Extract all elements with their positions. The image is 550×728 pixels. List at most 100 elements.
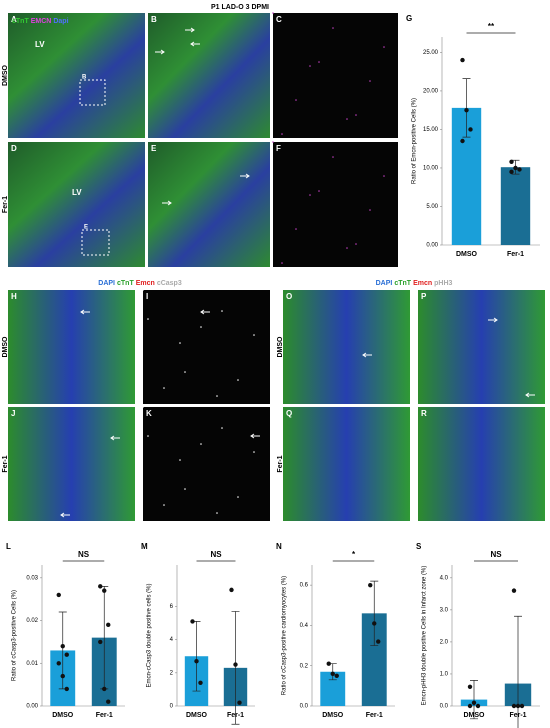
signal-spot	[309, 194, 311, 196]
figure-title: P1 LAD-O 3 DPMI	[211, 4, 269, 11]
signal-spot	[184, 371, 186, 373]
data-point	[237, 700, 242, 705]
stain-name: cTnT	[12, 18, 29, 25]
data-point	[467, 684, 473, 689]
row-label: DMSO	[277, 336, 284, 358]
x-tick-label: Fer-1	[509, 712, 526, 719]
y-tick-label: 0.00	[426, 243, 438, 249]
significance-label: NS	[210, 550, 222, 559]
signal-spot	[369, 209, 371, 211]
signal-spot	[355, 243, 357, 245]
micrograph	[418, 290, 545, 404]
inset-box	[81, 229, 110, 256]
signal-spot	[200, 443, 202, 445]
data-point	[471, 700, 477, 705]
signal-spot	[281, 133, 283, 135]
significance-label: NS	[78, 550, 90, 559]
signal-spot	[221, 427, 223, 429]
signal-spot	[216, 395, 218, 397]
significance-label: **	[488, 22, 495, 31]
data-point	[376, 639, 381, 644]
stain-name: DAPI	[376, 280, 393, 287]
data-point	[460, 57, 465, 63]
signal-spot	[147, 435, 149, 437]
error-bar	[470, 680, 478, 720]
panel-label: N	[276, 542, 282, 551]
data-point	[60, 673, 65, 679]
data-point	[190, 619, 195, 624]
inset-box	[79, 79, 106, 106]
y-tick-label: 0.0	[440, 704, 449, 710]
data-point	[102, 588, 107, 593]
signal-spot	[200, 326, 202, 328]
signal-spot	[216, 512, 218, 514]
signal-spot	[142, 406, 144, 408]
data-point	[330, 671, 335, 676]
panel-label: G	[406, 14, 412, 23]
y-axis-title: Ratio of cCasp3-positive cardiomyocytes …	[282, 576, 288, 695]
chart: S Emcn-pHH3 double positive Cells in Infa…	[416, 542, 540, 728]
chart: G Ratio of Emcn-positive Cells (%) 0.00 5.0…	[406, 14, 540, 258]
micrograph	[418, 407, 545, 521]
signal-spot	[332, 156, 334, 158]
data-point	[64, 686, 69, 692]
panel-label: M	[141, 542, 148, 551]
stain-name: Emcn	[413, 280, 432, 287]
y-tick-label: 20.00	[423, 89, 439, 95]
row-label: Fer-1	[2, 196, 9, 213]
x-tick-label: Fer-1	[366, 712, 383, 719]
signal-spot	[221, 310, 223, 312]
data-point	[198, 680, 203, 685]
data-point	[511, 703, 517, 709]
error-bar	[514, 615, 522, 728]
significance-label: NS	[490, 550, 502, 559]
signal-spot	[272, 141, 274, 143]
y-tick-label: 5.00	[426, 204, 438, 210]
data-point	[368, 582, 373, 588]
stain-name: cTnT	[394, 280, 411, 287]
data-point	[464, 107, 469, 113]
signal-spot	[332, 27, 334, 29]
signal-spot	[237, 496, 239, 498]
data-point	[102, 686, 107, 692]
signal-spot	[295, 228, 297, 230]
micrograph	[8, 290, 135, 404]
x-tick-label: DMSO	[186, 712, 208, 719]
signal-spot	[281, 262, 283, 264]
y-tick-label: 1.0	[440, 672, 449, 678]
row-label: Fer-1	[2, 455, 9, 472]
stain-legend: DAPI cTnT Emcn cCasp3	[98, 280, 182, 287]
inset-label: B	[82, 75, 87, 81]
panel-label: F	[276, 144, 281, 153]
panel-label: R	[421, 409, 427, 418]
data-point	[56, 592, 61, 598]
data-point	[513, 165, 518, 171]
x-tick-label: DMSO	[52, 712, 74, 719]
panel-label: E	[151, 144, 157, 153]
arrow	[190, 41, 200, 47]
panel-label: O	[286, 292, 292, 301]
data-point	[372, 621, 377, 626]
y-tick-label: 25.00	[423, 50, 439, 56]
micrograph	[143, 290, 270, 404]
signal-spot	[346, 247, 348, 249]
arrow	[362, 352, 372, 358]
arrow	[200, 309, 210, 315]
arrow	[250, 433, 260, 439]
signal-spot	[147, 318, 149, 320]
stain-name: cTnT	[117, 280, 134, 287]
y-axis-title: Emcn-cCasp3 double positive cells (%)	[147, 583, 153, 687]
arrow	[185, 27, 195, 33]
panel-label: S	[416, 542, 422, 551]
y-tick-label: 0.0	[300, 704, 309, 710]
data-point	[60, 643, 65, 649]
signal-spot	[253, 451, 255, 453]
signal-spot	[346, 118, 348, 120]
y-tick-label: 10.00	[423, 166, 439, 172]
data-point	[515, 703, 521, 709]
x-tick-label: DMSO	[322, 712, 344, 719]
y-tick-label: 0.01	[26, 661, 38, 667]
signal-spot	[179, 342, 181, 344]
significance-label: *	[352, 550, 356, 559]
inset-label: E	[84, 225, 88, 231]
